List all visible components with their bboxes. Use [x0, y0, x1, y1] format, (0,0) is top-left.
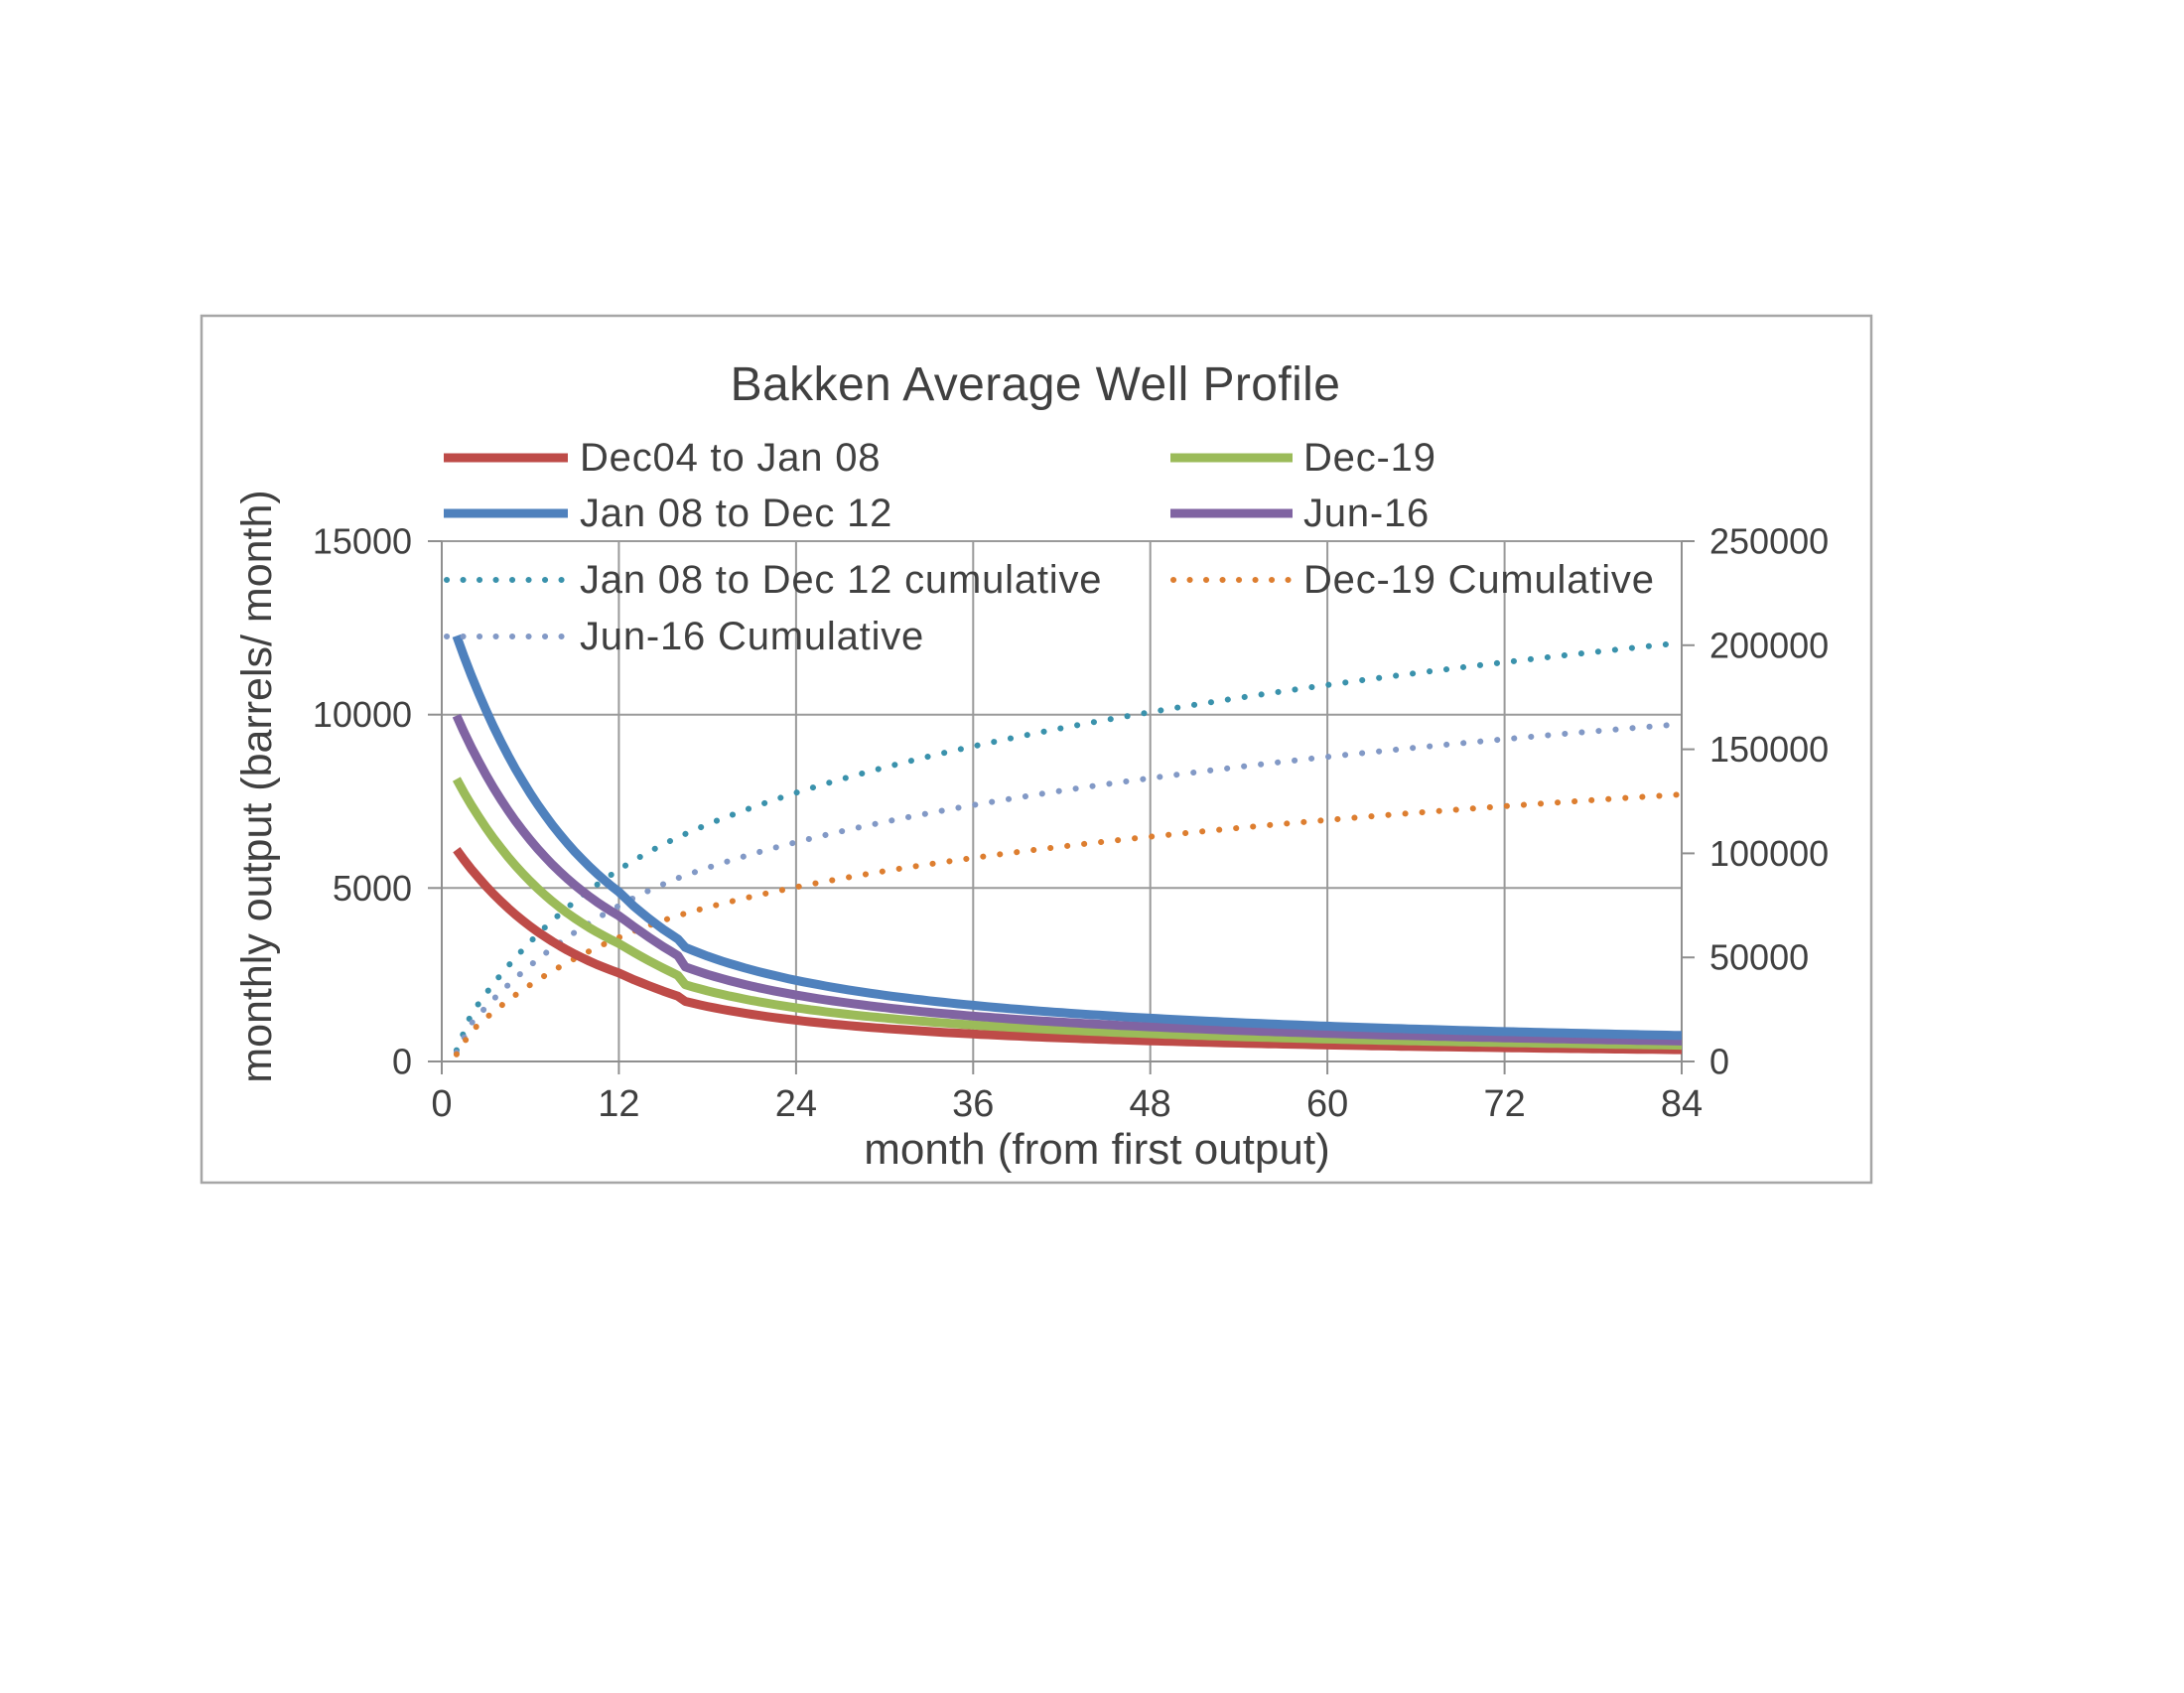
svg-text:Dec04 to Jan 08: Dec04 to Jan 08: [580, 436, 881, 480]
svg-text:month (from first output): month (from first output): [864, 1125, 1329, 1174]
svg-text:15000: 15000: [313, 521, 412, 562]
svg-text:50000: 50000: [1709, 937, 1809, 978]
svg-text:0: 0: [431, 1083, 452, 1125]
svg-text:12: 12: [598, 1083, 639, 1125]
svg-text:Jan 08 to Dec 12 cumulative: Jan 08 to Dec 12 cumulative: [580, 558, 1102, 602]
svg-text:150000: 150000: [1709, 729, 1829, 770]
svg-text:Jun-16 Cumulative: Jun-16 Cumulative: [580, 615, 924, 658]
svg-text:100000: 100000: [1709, 833, 1829, 874]
svg-text:5000: 5000: [333, 868, 412, 909]
svg-text:0: 0: [1709, 1042, 1729, 1082]
svg-text:Bakken Average Well Profile: Bakken Average Well Profile: [731, 358, 1341, 411]
svg-text:24: 24: [775, 1083, 817, 1125]
svg-text:36: 36: [952, 1083, 994, 1125]
svg-text:72: 72: [1483, 1083, 1525, 1125]
svg-text:10000: 10000: [313, 694, 412, 735]
svg-text:Jan 08 to Dec 12: Jan 08 to Dec 12: [580, 492, 892, 535]
svg-text:200000: 200000: [1709, 625, 1829, 665]
svg-text:48: 48: [1130, 1083, 1171, 1125]
svg-text:monthly output (barrels/ month: monthly output (barrels/ month): [233, 490, 281, 1083]
svg-text:0: 0: [392, 1042, 412, 1082]
svg-text:84: 84: [1661, 1083, 1703, 1125]
svg-text:Dec-19: Dec-19: [1303, 436, 1436, 480]
svg-text:60: 60: [1306, 1083, 1348, 1125]
svg-text:250000: 250000: [1709, 521, 1829, 562]
svg-text:Jun-16: Jun-16: [1303, 492, 1430, 535]
svg-text:Dec-19 Cumulative: Dec-19 Cumulative: [1303, 558, 1655, 602]
